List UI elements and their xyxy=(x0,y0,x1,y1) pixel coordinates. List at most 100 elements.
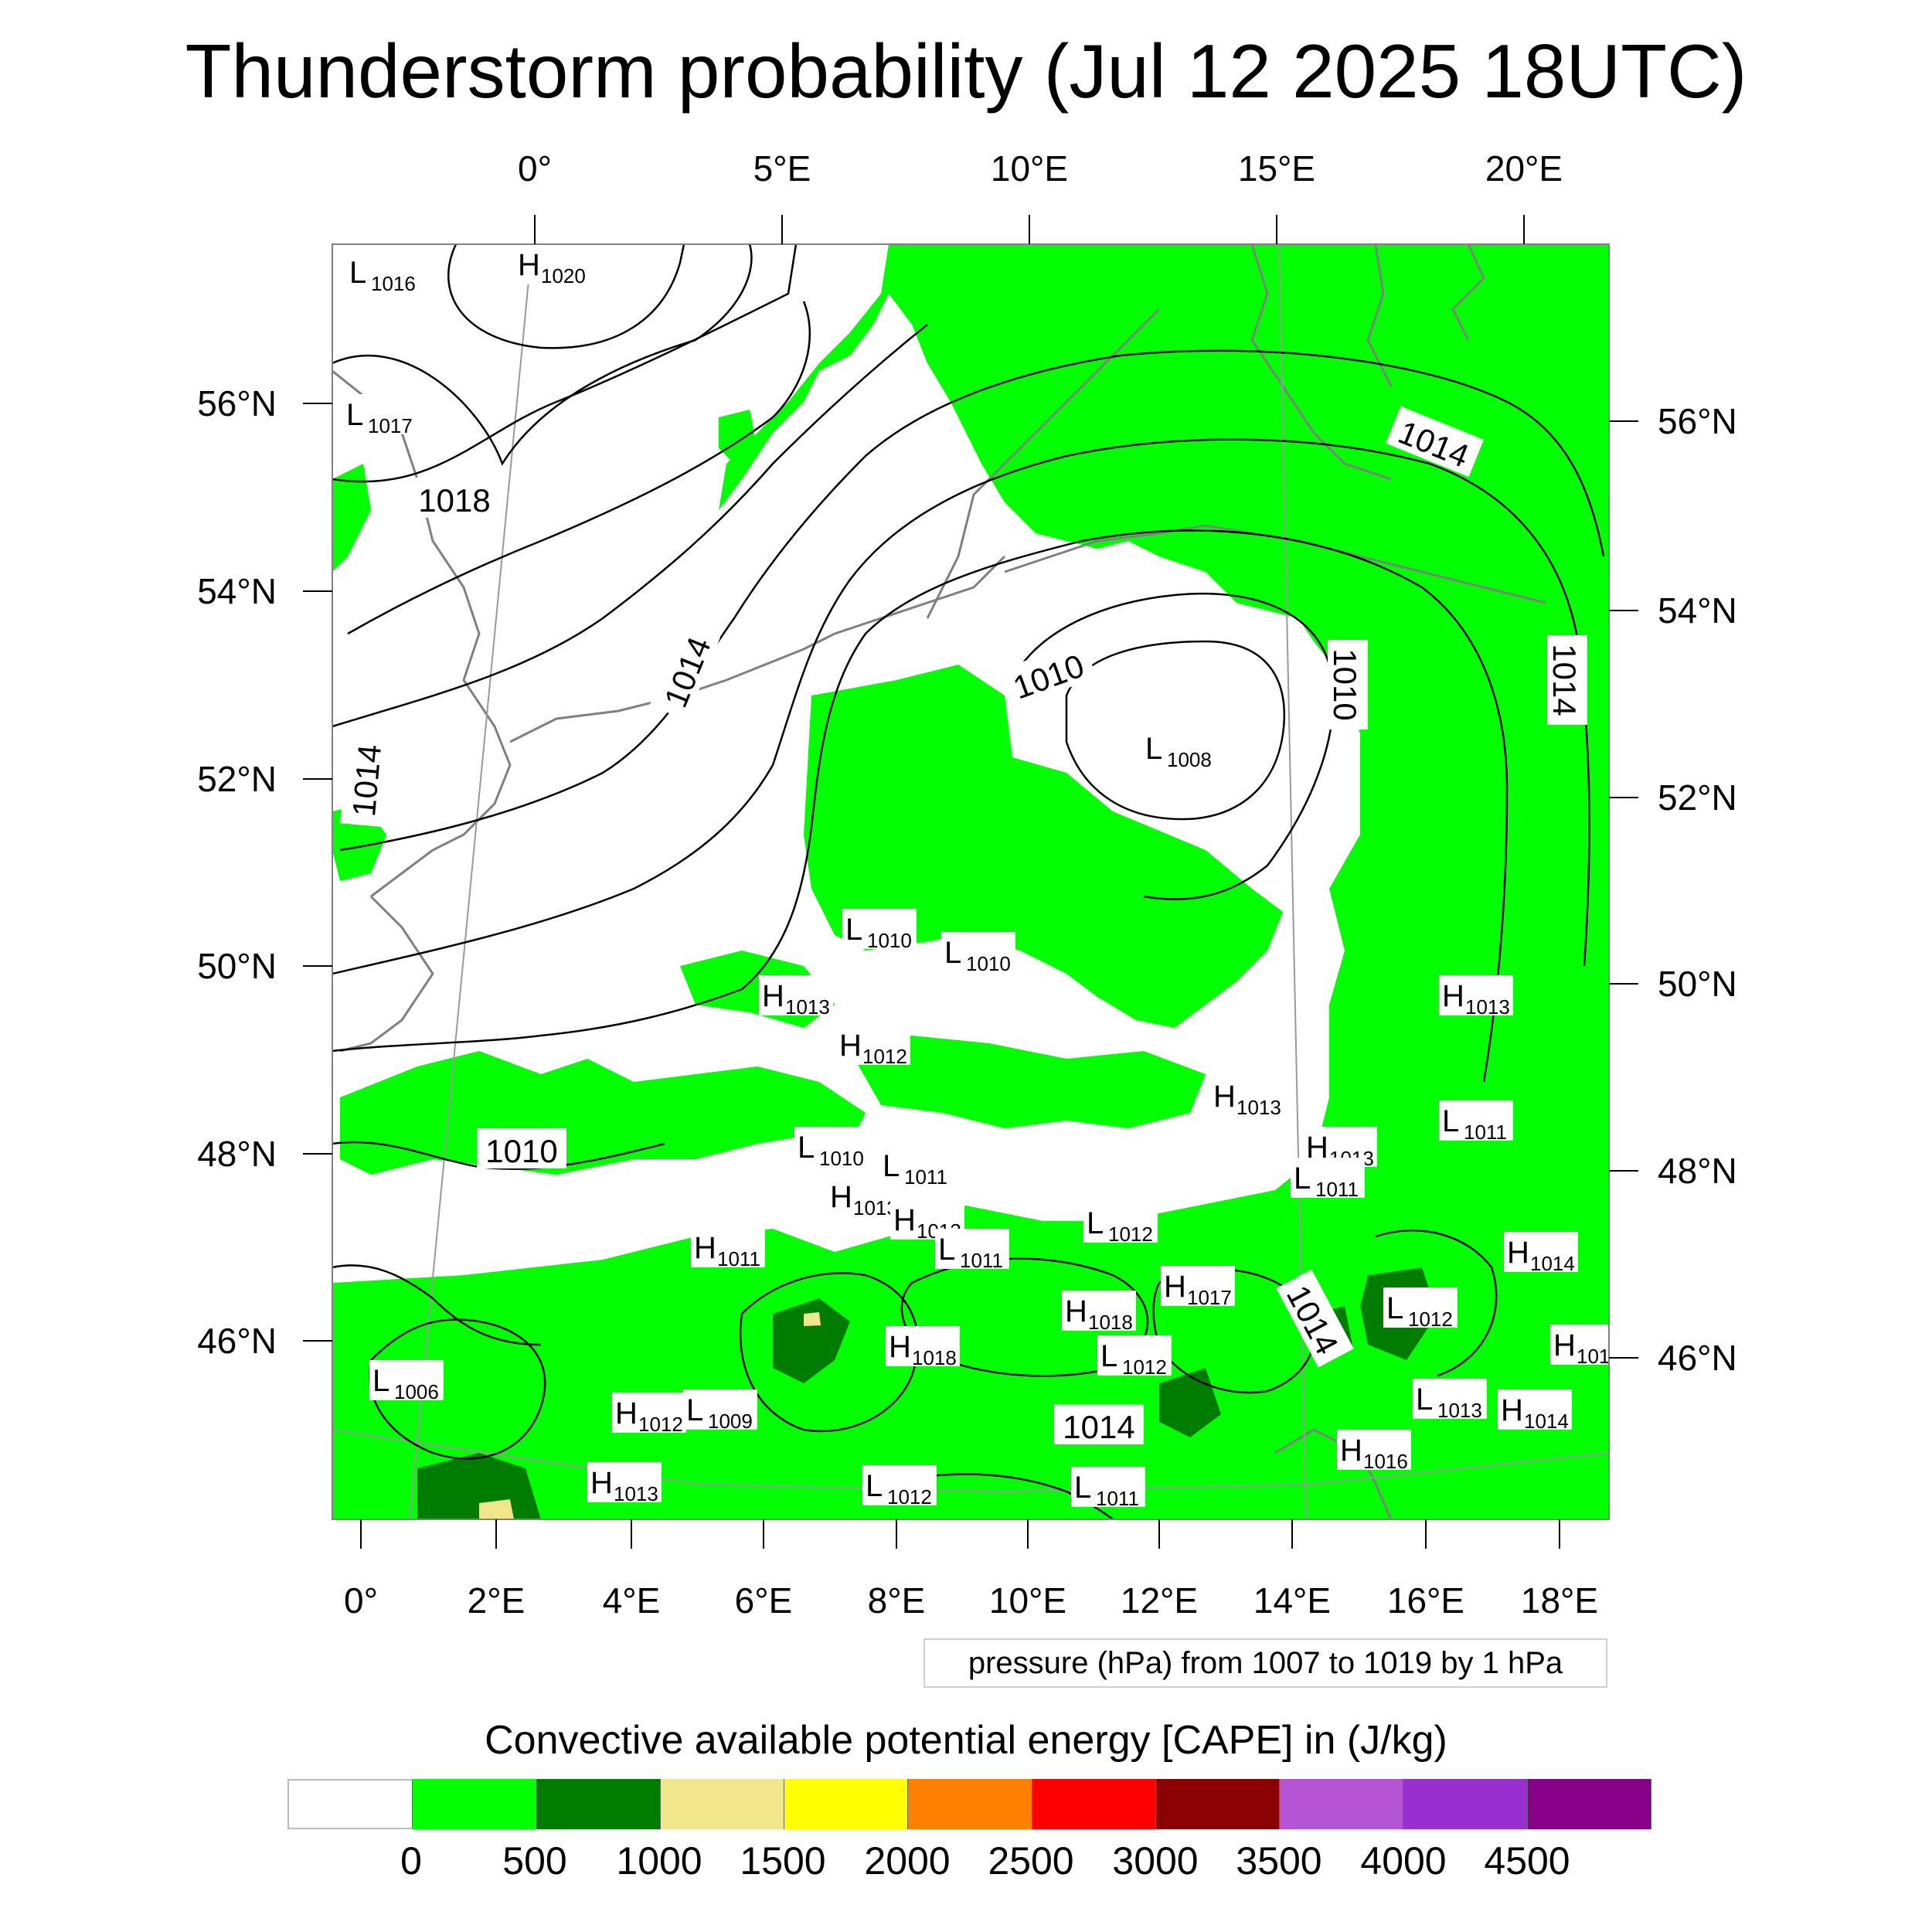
top-lon-tick: 5°E xyxy=(753,148,811,189)
svg-text:L: L xyxy=(349,256,366,290)
bottom-lon-tick: 12°E xyxy=(1120,1580,1199,1621)
svg-text:L: L xyxy=(798,1131,815,1165)
svg-text:H: H xyxy=(518,248,540,282)
colorbar-label: 0 xyxy=(400,1839,422,1883)
colorbar-swatch xyxy=(660,1779,785,1829)
top-lon-tick: 0° xyxy=(518,148,552,189)
svg-text:1012: 1012 xyxy=(887,1485,932,1509)
isobar-label: 1010 xyxy=(1327,648,1363,720)
pressure-center: L 1017 xyxy=(343,394,417,437)
colorbar-swatch xyxy=(1032,1779,1156,1829)
isobar-label: 1014 xyxy=(345,743,388,818)
left-lat-tick: 54°N xyxy=(197,571,277,611)
pressure-center: H 1016 xyxy=(1337,1430,1411,1473)
svg-text:H: H xyxy=(1501,1393,1523,1427)
svg-text:1010: 1010 xyxy=(867,929,912,952)
left-lat-tick: 50°N xyxy=(197,946,277,986)
svg-text:1013: 1013 xyxy=(1465,995,1510,1019)
svg-text:1014: 1014 xyxy=(1530,1252,1575,1275)
pressure-center: L 1011 xyxy=(1291,1158,1365,1201)
isobar-label: 1014 xyxy=(1063,1409,1134,1445)
colorbar-label: 1500 xyxy=(740,1839,826,1883)
svg-text:1018: 1018 xyxy=(912,1346,957,1369)
svg-text:H: H xyxy=(1442,979,1464,1013)
svg-text:H: H xyxy=(893,1203,916,1237)
left-lat-tick: 48°N xyxy=(197,1134,277,1174)
map-title: Thunderstorm probability (Jul 12 2025 18… xyxy=(185,29,1747,114)
colorbar-swatch xyxy=(784,1779,909,1829)
svg-text:L: L xyxy=(938,1233,955,1267)
svg-text:H: H xyxy=(1065,1294,1087,1328)
colorbar-label: 1000 xyxy=(616,1839,702,1883)
svg-text:1014: 1014 xyxy=(1524,1410,1569,1433)
svg-text:L: L xyxy=(1087,1206,1104,1240)
svg-text:1013: 1013 xyxy=(1236,1096,1281,1119)
svg-text:1009: 1009 xyxy=(708,1410,753,1433)
svg-text:L: L xyxy=(346,398,363,432)
svg-text:H: H xyxy=(1213,1080,1236,1114)
svg-text:1013: 1013 xyxy=(785,995,830,1019)
svg-text:1006: 1006 xyxy=(394,1380,439,1403)
svg-text:1020: 1020 xyxy=(541,264,586,287)
pressure-center: H 1017 xyxy=(1161,1266,1235,1309)
colorbar xyxy=(287,1779,1651,1829)
pressure-center: H 1014 xyxy=(1498,1389,1572,1433)
svg-text:1017: 1017 xyxy=(1187,1286,1232,1309)
pressure-center: H 1012 xyxy=(836,1025,910,1068)
svg-text:L: L xyxy=(1074,1471,1091,1505)
svg-text:H: H xyxy=(762,979,784,1013)
svg-text:1017: 1017 xyxy=(368,414,413,437)
cape-fill-khaki xyxy=(479,1312,821,1519)
right-lat-tick: 52°N xyxy=(1658,777,1737,818)
svg-text:H: H xyxy=(615,1396,638,1430)
pressure-contour-note: pressure (hPa) from 1007 to 1019 by 1 hP… xyxy=(923,1638,1607,1688)
svg-text:1011: 1011 xyxy=(717,1247,760,1270)
pressure-center: L 1011 xyxy=(935,1229,1009,1272)
svg-text:L: L xyxy=(866,1469,883,1503)
svg-text:L: L xyxy=(883,1149,900,1183)
pressure-center: H 1020 xyxy=(515,244,589,287)
svg-text:1010: 1010 xyxy=(966,952,1011,975)
colorbar-swatch xyxy=(287,1779,413,1829)
svg-text:L: L xyxy=(1100,1339,1117,1373)
svg-text:H: H xyxy=(1553,1328,1576,1362)
right-lat-tick: 50°N xyxy=(1658,964,1737,1004)
svg-text:H: H xyxy=(590,1466,613,1500)
bottom-lon-tick: 8°E xyxy=(867,1580,926,1621)
svg-text:101: 101 xyxy=(1577,1345,1610,1368)
cape-fill-darkgreen xyxy=(417,1267,1437,1519)
isobar-label: 1014 xyxy=(1546,644,1583,716)
pressure-center: L 1010 xyxy=(941,932,1015,975)
svg-text:1010: 1010 xyxy=(819,1147,864,1170)
bottom-lon-tick: 0° xyxy=(344,1580,378,1621)
svg-text:1012: 1012 xyxy=(1108,1223,1153,1246)
colorbar-title: Convective available potential energy [C… xyxy=(485,1718,1447,1763)
svg-text:H: H xyxy=(889,1330,911,1364)
left-lat-tick: 56°N xyxy=(197,383,277,423)
colorbar-swatch xyxy=(413,1779,537,1829)
svg-text:L: L xyxy=(1416,1383,1433,1417)
pressure-center: H 101 xyxy=(1550,1325,1610,1368)
colorbar-swatch xyxy=(1527,1779,1651,1829)
colorbar-swatch xyxy=(1403,1779,1528,1829)
svg-text:1011: 1011 xyxy=(960,1249,1003,1272)
bottom-lon-tick: 6°E xyxy=(734,1580,793,1621)
svg-text:1012: 1012 xyxy=(638,1413,683,1436)
right-lat-tick: 46°N xyxy=(1658,1338,1737,1378)
pressure-center: H 1018 xyxy=(886,1326,960,1369)
pressure-center: L 1012 xyxy=(1097,1335,1172,1379)
bottom-lon-tick: 4°E xyxy=(602,1580,661,1621)
left-lat-tick: 46°N xyxy=(197,1321,277,1361)
isobar-label: 1010 xyxy=(485,1133,557,1169)
pressure-center: L 1011 xyxy=(1439,1100,1513,1144)
svg-text:1011: 1011 xyxy=(904,1165,947,1189)
pressure-center: L 1009 xyxy=(683,1389,757,1433)
svg-text:L: L xyxy=(1442,1104,1459,1138)
svg-text:L: L xyxy=(1386,1291,1403,1325)
pressure-center: H 1011 xyxy=(691,1227,765,1270)
colorbar-swatch xyxy=(1155,1779,1281,1829)
